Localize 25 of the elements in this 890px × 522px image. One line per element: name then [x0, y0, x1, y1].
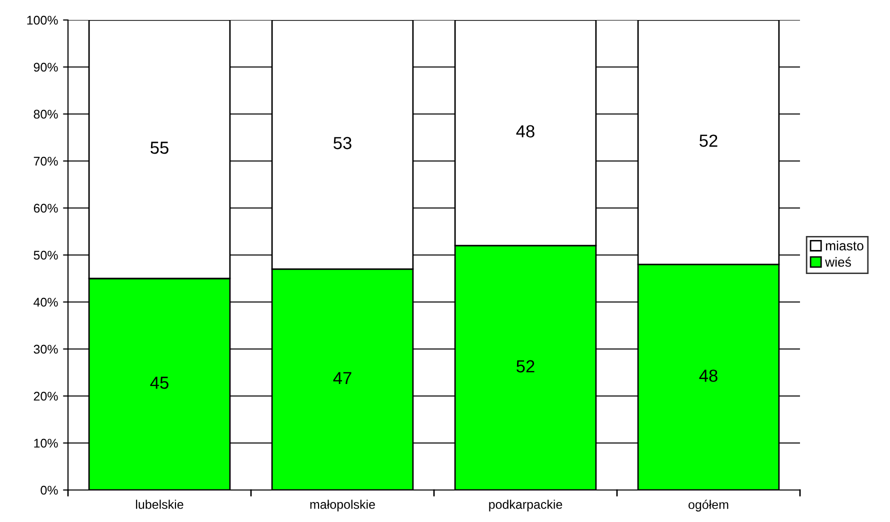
- y-tick-label: 80%: [34, 110, 58, 119]
- x-tick-label: podkarpackie: [489, 500, 562, 512]
- data-label: 52: [516, 360, 534, 372]
- y-tick-label: 40%: [34, 298, 58, 307]
- data-label: 48: [699, 370, 718, 382]
- x-tick-label: lubelskie: [136, 500, 184, 509]
- y-tick-label: 70%: [34, 156, 58, 166]
- data-label: 47: [333, 372, 352, 384]
- data-label: 48: [516, 125, 534, 138]
- data-label: 55: [150, 142, 168, 154]
- x-tick-label: małopolskie: [310, 500, 375, 512]
- y-tick-label: 30%: [34, 344, 58, 354]
- y-tick-label: 0%: [40, 486, 58, 495]
- y-tick-label: 90%: [34, 62, 58, 72]
- y-tick-label: 20%: [34, 392, 58, 401]
- data-label: 45: [150, 376, 168, 389]
- y-tick-label: 100%: [27, 16, 58, 25]
- data-label: 53: [334, 136, 352, 150]
- y-tick-label: 50%: [34, 250, 58, 260]
- x-tick-label: ogółem: [688, 500, 728, 512]
- y-tick-label: 10%: [34, 438, 58, 448]
- legend-label: miasto: [826, 240, 864, 250]
- y-tick-label: 60%: [34, 204, 58, 213]
- data-label: 52: [700, 134, 718, 147]
- legend-label: wieś: [825, 256, 851, 267]
